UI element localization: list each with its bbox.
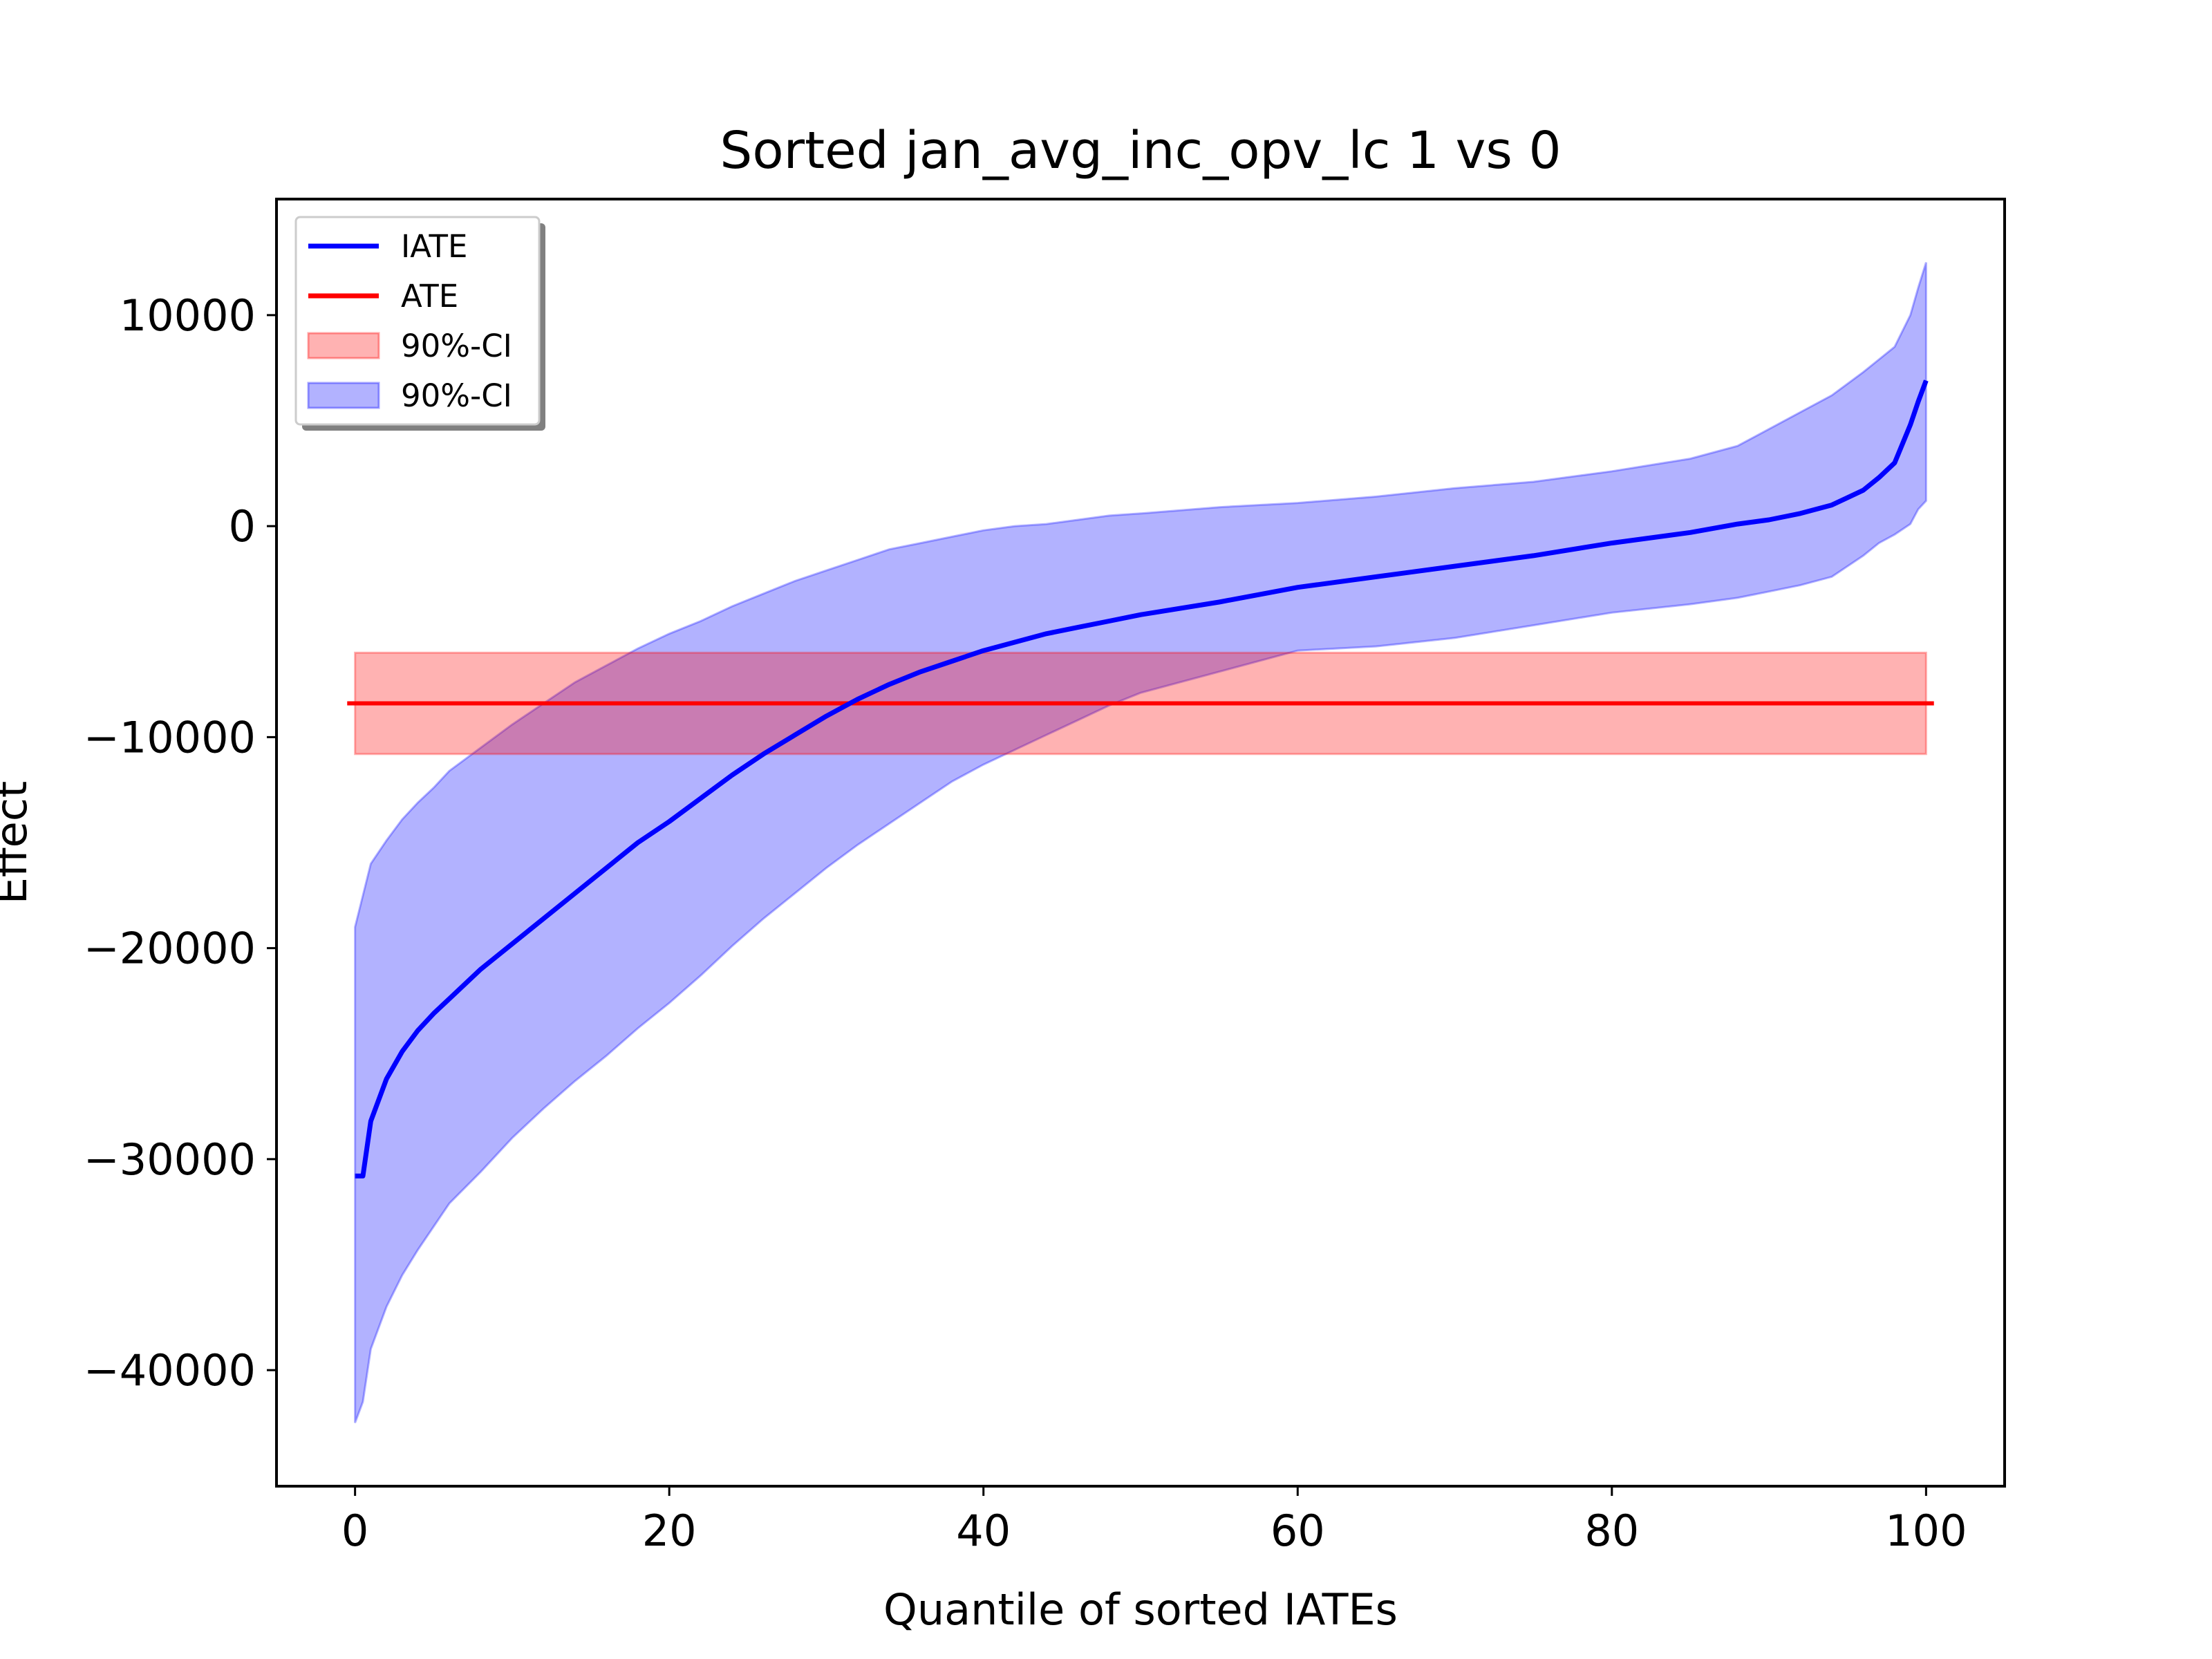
x-tick-label: 80 — [1584, 1506, 1639, 1556]
legend-label: IATE — [401, 228, 467, 265]
y-tick-label: 10000 — [120, 290, 256, 341]
legend-label: 90%-CI — [401, 328, 512, 364]
y-tick-label: −30000 — [84, 1134, 256, 1185]
legend-entry: 90%-CI — [307, 377, 512, 414]
legend-entry: 90%-CI — [307, 328, 512, 364]
y-tick-label: −20000 — [84, 924, 256, 974]
plot-area — [347, 262, 1934, 1423]
axes-frame — [275, 198, 2006, 1488]
x-tick-label: 20 — [642, 1506, 697, 1556]
chart-title: Sorted jan_avg_inc_opv_lc 1 vs 0 — [720, 121, 1561, 180]
x-tick-label: 40 — [956, 1506, 1011, 1556]
x-tick-label: 100 — [1885, 1506, 1967, 1556]
x-axis-label: Quantile of sorted IATEs — [883, 1584, 1398, 1635]
iate-line — [355, 379, 1929, 1179]
y-tick-label: −40000 — [84, 1345, 256, 1396]
legend-entry: ATE — [308, 278, 458, 315]
x-tick-label: 60 — [1271, 1506, 1325, 1556]
x-tick-label: 0 — [341, 1506, 368, 1556]
x-axis: 0 20 40 60 80 100 — [341, 1486, 1967, 1556]
iate-ci-band — [354, 262, 1927, 1423]
y-axis: 10000 0 −10000 −20000 −30000 −40000 — [84, 290, 276, 1396]
legend-patch-swatch — [307, 382, 380, 409]
y-axis-label: Effect — [0, 781, 37, 904]
legend-entry: IATE — [308, 228, 467, 265]
legend-patch-swatch — [307, 332, 380, 359]
legend-box — [294, 216, 541, 426]
legend: IATE ATE 90%-CI 90%-CI — [294, 216, 545, 431]
y-tick-label: −10000 — [84, 712, 256, 762]
y-tick-label: 0 — [229, 501, 256, 552]
legend-label: 90%-CI — [401, 377, 512, 414]
legend-label: ATE — [401, 278, 458, 315]
